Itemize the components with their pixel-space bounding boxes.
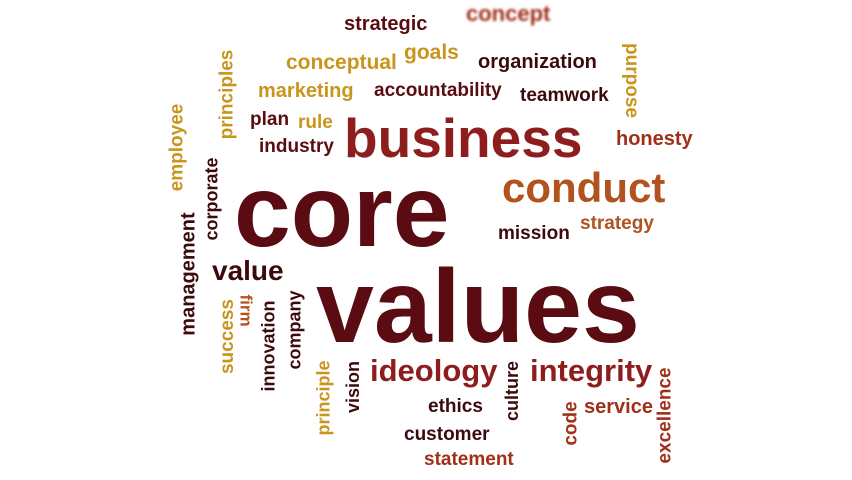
word-organization: organization xyxy=(478,51,597,73)
word-honesty: honesty xyxy=(616,128,693,150)
word-teamwork: teamwork xyxy=(520,85,609,106)
word-company: company xyxy=(284,290,305,370)
word-ideology: ideology xyxy=(370,353,498,388)
word-firm: firm xyxy=(236,294,256,327)
word-integrity: integrity xyxy=(530,353,653,388)
word-statement: statement xyxy=(424,449,514,470)
word-conceptual: conceptual xyxy=(286,51,397,74)
word-vision: vision xyxy=(343,360,364,414)
word-service: service xyxy=(584,396,653,418)
word-corporate: corporate xyxy=(201,157,222,241)
word-ethics: ethics xyxy=(428,396,483,417)
word-culture: culture xyxy=(502,360,523,422)
word-purpose: purpose xyxy=(620,43,642,118)
word-innovation: innovation xyxy=(258,300,279,392)
word-conduct: conduct xyxy=(502,164,666,211)
word-principles: principles xyxy=(216,49,238,140)
word-excellence: excellence xyxy=(654,367,676,464)
word-strategic: strategic xyxy=(344,13,428,35)
word-mission: mission xyxy=(498,223,570,244)
word-plan: plan xyxy=(250,109,290,130)
word-values: values xyxy=(316,249,640,365)
word-strategy: strategy xyxy=(580,213,654,234)
word-code: code xyxy=(560,401,582,446)
word-employee: employee xyxy=(166,103,188,192)
word-principle: principle xyxy=(313,360,334,436)
word-customer: customer xyxy=(404,424,490,445)
word-business: business xyxy=(344,107,583,169)
word-marketing: marketing xyxy=(258,80,354,102)
word-concept: concept xyxy=(466,1,551,26)
word-goals: goals xyxy=(404,41,459,64)
word-success: success xyxy=(217,298,239,375)
word-industry: industry xyxy=(259,136,334,157)
word-accountability: accountability xyxy=(374,80,502,101)
word-management: management xyxy=(177,212,200,336)
word-rule: rule xyxy=(298,112,333,133)
word-value: value xyxy=(212,255,284,286)
word-core: core xyxy=(234,154,450,268)
